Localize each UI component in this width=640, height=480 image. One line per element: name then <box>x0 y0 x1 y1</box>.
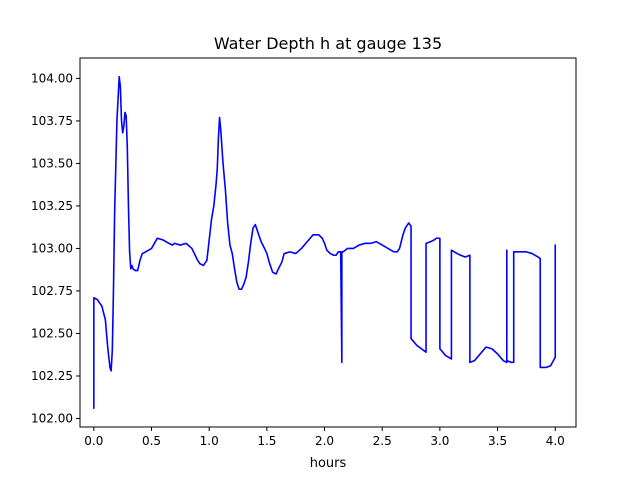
y-tick-label: 102.75 <box>31 284 73 298</box>
series-line-0 <box>93 75 557 410</box>
y-tick-label: 102.00 <box>31 411 73 425</box>
x-tick-label: 0.5 <box>142 434 161 448</box>
chart-title: Water Depth h at gauge 135 <box>214 34 442 53</box>
y-tick-label: 103.25 <box>31 199 73 213</box>
y-tick-label: 103.00 <box>31 241 73 255</box>
plot-area <box>79 57 577 428</box>
x-tick-label: 0.0 <box>84 434 103 448</box>
x-tick-label: 4.0 <box>546 434 565 448</box>
y-axis: 102.00 102.25 102.50 102.75 103.00 103.25 103.… <box>31 71 80 425</box>
series-layer <box>93 75 557 410</box>
x-tick-label: 1.0 <box>200 434 219 448</box>
y-tick-label: 103.75 <box>31 114 73 128</box>
x-tick-label: 2.5 <box>373 434 392 448</box>
x-axis-label: hours <box>310 456 347 471</box>
x-tick-label: 2.0 <box>315 434 334 448</box>
x-tick-label: 1.5 <box>257 434 276 448</box>
x-axis: 0.0 0.5 1.0 1.5 2.0 2.5 3.0 3.5 4.0 <box>84 427 565 448</box>
y-tick-label: 102.25 <box>31 369 73 383</box>
x-tick-label: 3.0 <box>430 434 449 448</box>
y-tick-label: 103.50 <box>31 156 73 170</box>
x-tick-label: 3.5 <box>488 434 507 448</box>
y-tick-label: 102.50 <box>31 326 73 340</box>
y-tick-label: 104.00 <box>31 71 73 85</box>
plot-frame <box>79 57 577 428</box>
